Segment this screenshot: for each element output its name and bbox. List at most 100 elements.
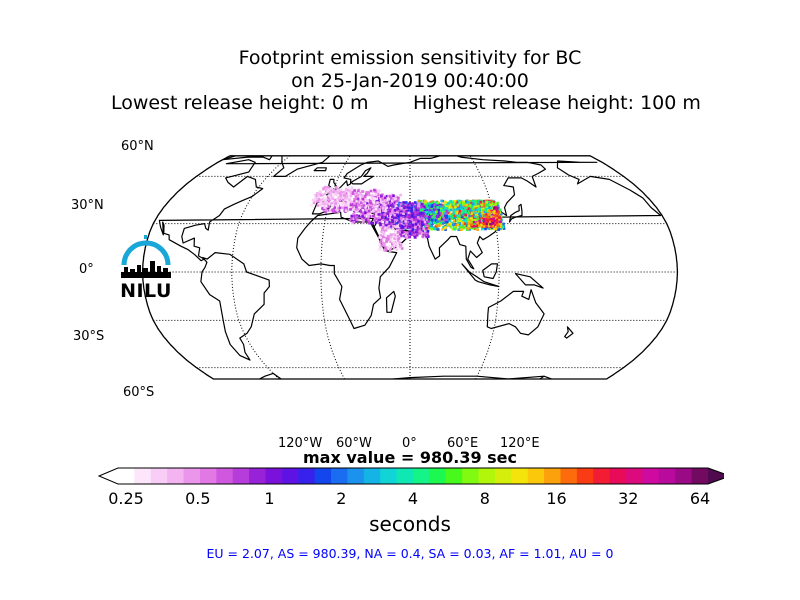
sensitivity-pixel: [326, 185, 330, 189]
sensitivity-pixel: [388, 201, 391, 205]
sensitivity-pixel: [354, 208, 358, 211]
sensitivity-pixel: [425, 204, 429, 208]
sensitivity-pixel: [423, 222, 426, 226]
sensitivity-pixel: [366, 199, 369, 202]
sensitivity-pixel: [408, 224, 412, 227]
sensitivity-pixel: [449, 212, 452, 216]
colorbar-cell: [118, 468, 135, 484]
sensitivity-pixel: [396, 239, 400, 242]
sensitivity-pixel: [408, 214, 411, 217]
sensitivity-pixel: [377, 189, 381, 193]
sensitivity-pixel: [420, 228, 424, 231]
sensitivity-pixel: [385, 194, 388, 198]
sensitivity-pixel: [407, 211, 411, 215]
sensitivity-pixel: [459, 226, 462, 229]
sensitivity-pixel: [343, 204, 347, 207]
sensitivity-pixel: [393, 199, 396, 202]
sensitivity-pixel: [411, 221, 415, 224]
sensitivity-pixel: [452, 209, 456, 213]
sensitivity-pixel: [471, 214, 474, 217]
sensitivity-pixel: [355, 209, 359, 213]
sensitivity-pixel: [490, 216, 493, 220]
sensitivity-pixel: [425, 229, 428, 232]
sensitivity-pixel: [327, 205, 330, 209]
sensitivity-pixel: [414, 226, 417, 229]
sensitivity-pixel: [389, 246, 392, 250]
sensitivity-pixel: [484, 217, 487, 220]
sensitivity-pixel: [338, 198, 342, 202]
sensitivity-pixel: [427, 214, 430, 217]
sensitivity-pixel: [490, 215, 493, 218]
colorbar-label: seconds: [369, 512, 451, 536]
sensitivity-pixel: [414, 201, 417, 204]
sensitivity-pixel: [409, 210, 412, 214]
sensitivity-pixel: [392, 243, 396, 247]
sensitivity-pixel: [493, 211, 496, 215]
sensitivity-pixel: [457, 214, 461, 218]
sensitivity-pixel: [455, 215, 459, 219]
sensitivity-pixel: [429, 214, 432, 217]
sensitivity-pixel: [431, 226, 435, 229]
sensitivity-pixel: [354, 189, 358, 193]
sensitivity-pixel: [424, 211, 428, 214]
max-value: max value = 980.39 sec: [302, 448, 518, 467]
sensitivity-pixel: [361, 215, 364, 218]
sensitivity-pixel: [494, 224, 498, 228]
sensitivity-pixel: [436, 228, 439, 231]
sensitivity-pixel: [383, 234, 387, 237]
colorbar-tick: 4: [407, 489, 419, 508]
sensitivity-pixel: [487, 224, 491, 227]
sensitivity-pixel: [495, 210, 499, 213]
sensitivity-pixel: [401, 207, 405, 210]
sensitivity-pixel: [329, 191, 333, 195]
sensitivity-pixel: [315, 194, 319, 198]
meridian-line: [231, 155, 291, 380]
sensitivity-pixel: [390, 233, 393, 236]
sensitivity-pixel: [378, 218, 381, 222]
sensitivity-pixel: [362, 217, 366, 220]
sensitivity-pixel: [404, 220, 407, 223]
sensitivity-pixel: [414, 234, 417, 238]
sensitivity-pixel: [465, 226, 468, 229]
sensitivity-pixel: [496, 223, 499, 227]
sensitivity-pixel: [412, 231, 416, 234]
sensitivity-pixel: [448, 200, 452, 204]
nilu-logo: NILU: [118, 235, 174, 305]
sensitivity-pixel: [392, 241, 396, 244]
sensitivity-pixel: [401, 204, 405, 208]
sensitivity-pixel: [441, 221, 445, 225]
sensitivity-pixel: [326, 190, 330, 193]
sensitivity-pixel: [498, 208, 502, 212]
sensitivity-pixel: [342, 201, 346, 205]
sensitivity-pixel: [336, 190, 340, 194]
lowest-release-height: Lowest release height: 0 m: [111, 92, 369, 114]
lat-label-30s: 30°S: [73, 329, 105, 344]
sensitivity-pixel: [421, 235, 425, 238]
sensitivity-pixel: [485, 201, 489, 205]
sensitivity-pixel: [372, 214, 375, 218]
sensitivity-pixel: [466, 227, 470, 231]
sensitivity-pixel: [444, 202, 447, 206]
sensitivity-pixel: [377, 209, 381, 212]
sensitivity-pixel: [476, 221, 479, 225]
sensitivity-pixel: [361, 221, 365, 224]
sensitivity-pixel: [397, 198, 400, 202]
sensitivity-pixel: [460, 228, 463, 231]
sensitivity-pixel: [382, 238, 386, 241]
sensitivity-pixel: [355, 199, 358, 203]
sensitivity-pixel: [344, 200, 347, 204]
sensitivity-pixel: [353, 189, 356, 192]
sensitivity-pixel: [336, 194, 340, 197]
sensitivity-pixel: [464, 203, 467, 207]
sensitivity-pixel: [419, 208, 423, 211]
sensitivity-pixel: [425, 227, 428, 230]
sensitivity-pixel: [323, 196, 327, 200]
sensitivity-pixel: [478, 212, 481, 216]
sensitivity-pixel: [367, 191, 370, 194]
sensitivity-pixel: [384, 229, 388, 232]
sensitivity-pixel: [350, 188, 354, 191]
sensitivity-pixel: [388, 245, 391, 248]
sensitivity-pixel: [317, 198, 321, 201]
sensitivity-pixel: [471, 207, 475, 211]
sensitivity-pixel: [465, 217, 468, 220]
